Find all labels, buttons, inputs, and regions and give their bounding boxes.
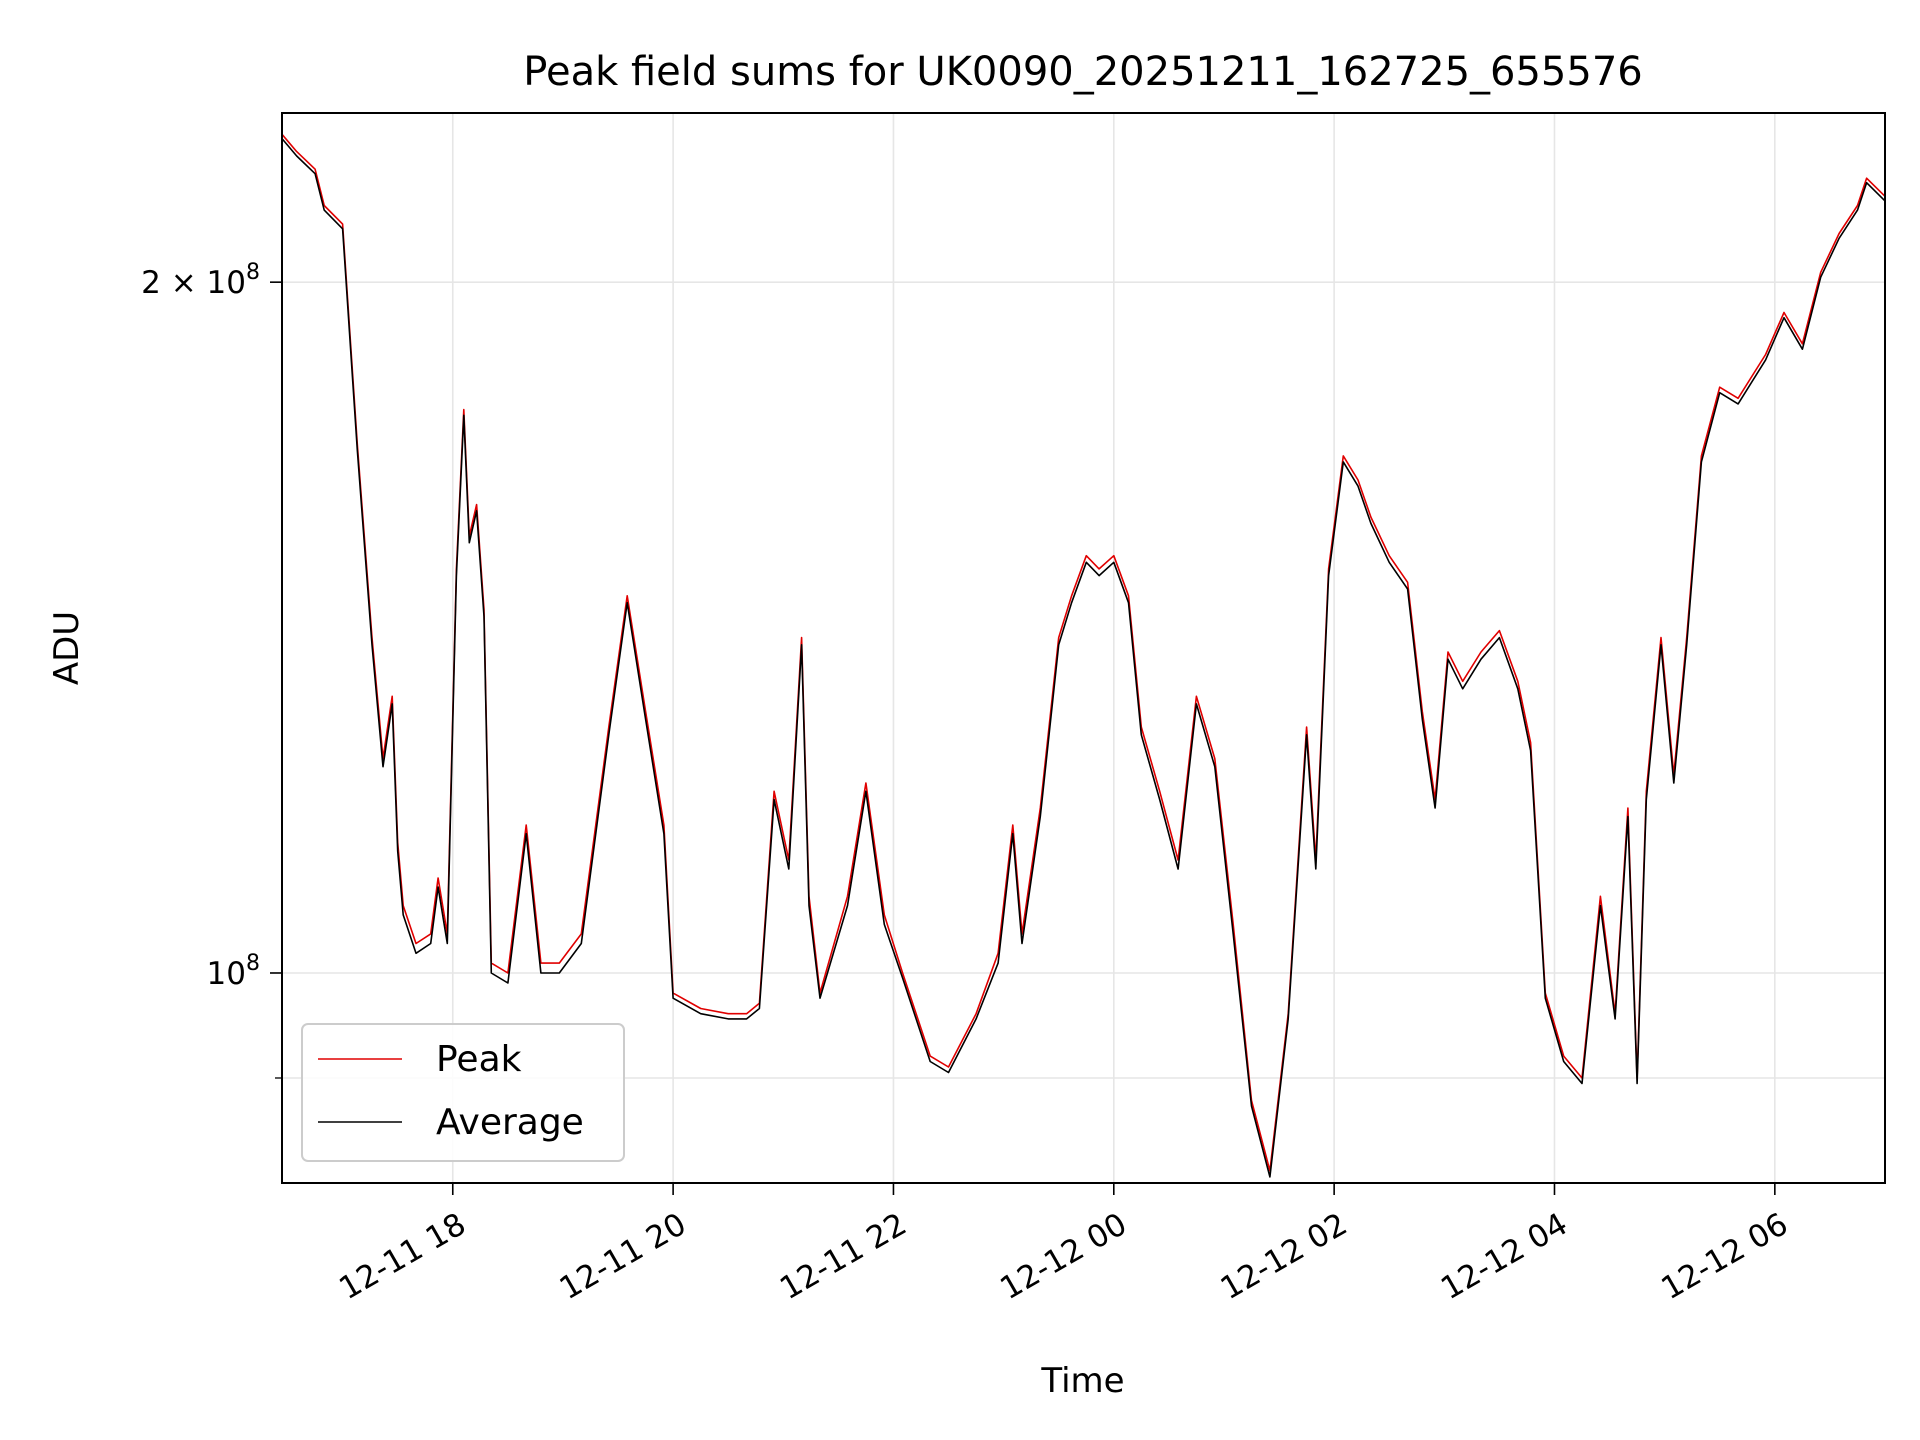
x-axis-label: Time <box>1040 1361 1124 1401</box>
y-axis-label: ADU <box>47 611 87 685</box>
y-tick-label: 108 <box>207 951 260 992</box>
series-line-average <box>281 138 1886 1178</box>
legend-label-peak: Peak <box>436 1039 522 1080</box>
chart-title: Peak field sums for UK0090_20251211_1627… <box>523 49 1642 95</box>
series-layer <box>281 133 1886 1178</box>
legend-label-average: Average <box>436 1102 584 1143</box>
plot-frame <box>281 112 1886 1184</box>
legend: Peak Average <box>301 1023 625 1162</box>
y-tick-label: 2 × 108 <box>141 260 260 301</box>
y-axis: 2 × 108 108 <box>141 260 282 1079</box>
